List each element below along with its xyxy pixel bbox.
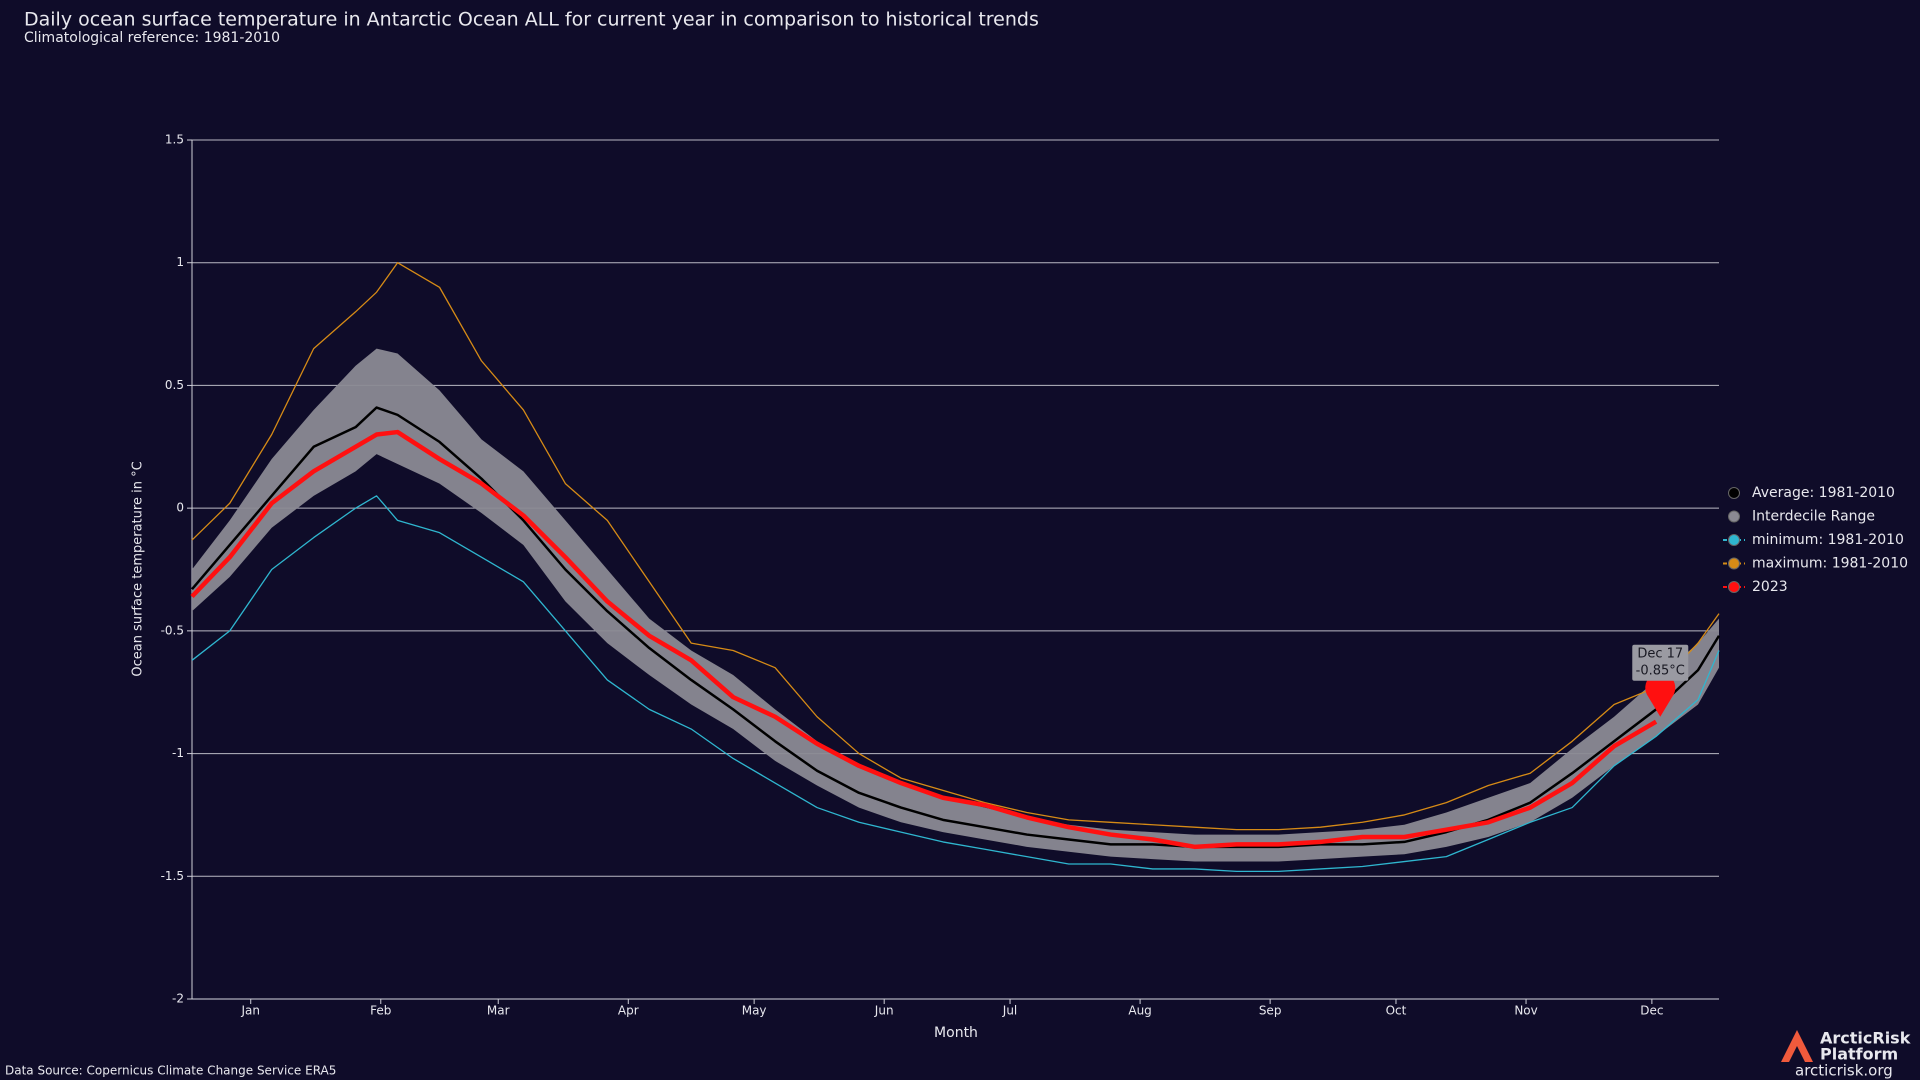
x-tick-label: Feb (370, 1004, 391, 1018)
x-tick-label: Mar (487, 1004, 510, 1018)
legend-label: 2023 (1752, 579, 1788, 595)
x-tick-label: Jun (874, 1004, 894, 1018)
x-tick-label: May (742, 1004, 767, 1018)
y-tick-label: -1 (172, 746, 184, 760)
legend-swatch (1728, 510, 1740, 523)
annotation-pin (1645, 672, 1676, 717)
chart-subtitle: Climatological reference: 1981-2010 (24, 30, 280, 46)
y-axis-label: Ocean surface temperature in °C (131, 461, 146, 676)
series-line (190, 429, 1658, 850)
y-tick-label: -1.5 (161, 869, 184, 883)
legend-label: maximum: 1981-2010 (1752, 556, 1908, 572)
x-tick-label: Sep (1259, 1004, 1282, 1018)
tooltip-value: -0.85°C (1636, 663, 1685, 678)
logo-icon-inner (1789, 1046, 1805, 1062)
legend-label: Average: 1981-2010 (1752, 485, 1895, 501)
legend-label: minimum: 1981-2010 (1752, 532, 1904, 548)
x-tick-label: Jan (240, 1004, 260, 1018)
x-tick-label: Oct (1386, 1004, 1407, 1018)
x-tick-label: Nov (1514, 1004, 1537, 1018)
legend-swatch (1728, 557, 1740, 570)
legend-swatch (1728, 534, 1740, 546)
x-tick-label: Aug (1128, 1004, 1151, 1018)
x-axis-label: Month (934, 1025, 978, 1041)
brand-name: ArcticRisk (1820, 1029, 1911, 1048)
brand-url: arcticrisk.org (1795, 1062, 1893, 1080)
chart-title: Daily ocean surface temperature in Antar… (24, 9, 1039, 31)
tooltip-date: Dec 17 (1637, 646, 1683, 661)
y-tick-label: -2 (172, 992, 184, 1006)
legend-label: Interdecile Range (1752, 509, 1875, 525)
series-line (191, 495, 1720, 873)
x-tick-label: Dec (1640, 1004, 1663, 1018)
brand-name: Platform (1820, 1045, 1898, 1064)
y-tick-label: 0 (176, 501, 184, 515)
legend-swatch (1728, 581, 1740, 593)
data-source: Data Source: Copernicus Climate Change S… (5, 1064, 336, 1078)
y-tick-label: -0.5 (161, 623, 184, 637)
x-tick-label: Apr (618, 1004, 639, 1018)
tooltip-box (1632, 644, 1689, 681)
y-tick-label: 1.5 (165, 133, 184, 147)
legend-swatch (1728, 487, 1740, 499)
y-tick-label: 1 (176, 255, 184, 269)
legend: Average: 1981-2010 Interdecile Range minim… (1723, 485, 1908, 595)
series-line (191, 262, 1720, 831)
interdecile-band (192, 348, 1719, 862)
y-tick-label: 0.5 (165, 378, 184, 392)
x-tick-label: Jul (1002, 1004, 1017, 1018)
